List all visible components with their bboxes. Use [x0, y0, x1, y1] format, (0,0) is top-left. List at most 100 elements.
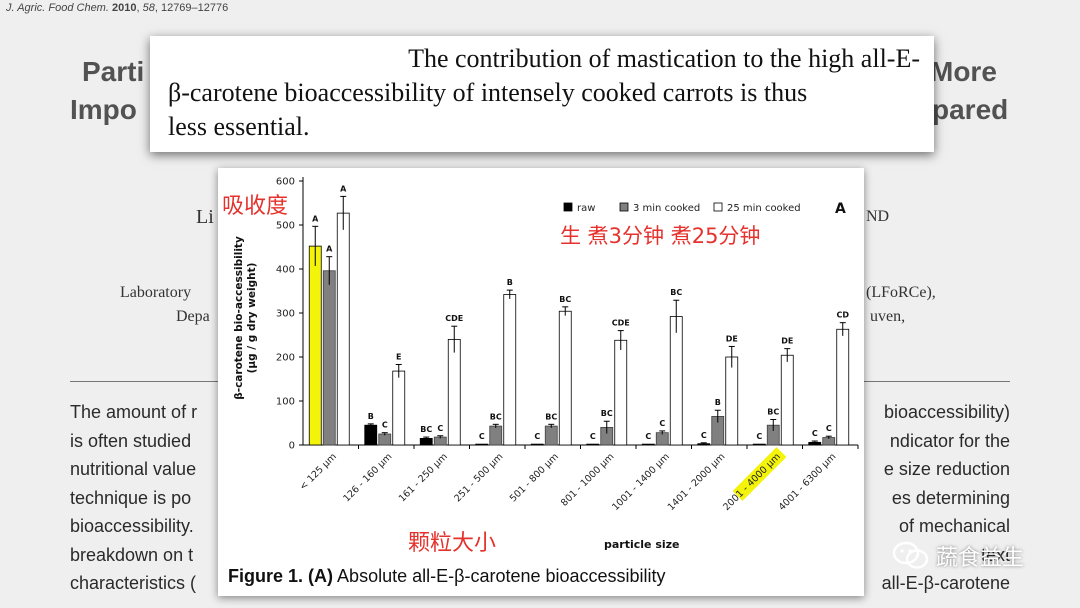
significance-letter: C	[382, 421, 388, 430]
significance-letter: CD	[836, 311, 849, 320]
x-tick-label: 501 - 800 μm	[508, 451, 561, 504]
annotation-absorption: 吸收度	[222, 194, 288, 219]
abstract-line: breakdown on t text	[70, 545, 1010, 566]
bar-25-min-cooked	[780, 354, 794, 446]
title-fragment-right-1: More	[930, 56, 997, 87]
legend-swatch	[563, 202, 573, 212]
x-tick-label: 801 - 1000 μm	[559, 451, 616, 508]
panel-label: A	[835, 201, 846, 217]
journal-year: 2010	[111, 2, 137, 14]
abstract-line-left: The amount of r	[70, 402, 198, 422]
title-fragment-left-2: Impo	[70, 94, 137, 125]
significance-letter: BC	[420, 425, 432, 434]
significance-letter: BC	[767, 407, 779, 416]
quote-line-2: β-carotene bioaccessibility of intensely…	[168, 78, 808, 107]
abstract-line: characteristics ( all-E-β-carotene	[70, 573, 1010, 594]
x-tick-label: 4001 - 6300 μm	[777, 451, 839, 513]
bar-3-min-cooked	[655, 432, 669, 446]
bar-25-min-cooked	[447, 338, 461, 446]
y-tick-label: 600	[276, 177, 295, 188]
abstract-line-right: ndicator for the	[889, 431, 1010, 451]
figure-caption: Figure 1. (A) Absolute all-E-β-carotene …	[228, 566, 666, 587]
significance-letter: A	[340, 184, 347, 193]
significance-letter: C	[534, 432, 540, 441]
significance-letter: C	[812, 429, 818, 438]
significance-letter: C	[701, 431, 707, 440]
author-fragment: Li	[196, 206, 214, 228]
abstract-line-left: technique is po	[70, 488, 192, 508]
significance-letter: BC	[545, 412, 557, 421]
bar-3-min-cooked	[378, 433, 392, 446]
significance-letter: C	[437, 424, 443, 433]
x-tick-label: 161 - 250 μm	[397, 451, 450, 504]
significance-letter: BC	[559, 295, 571, 304]
legend-label: raw	[577, 203, 595, 214]
significance-letter: C	[645, 432, 651, 441]
significance-letter: C	[826, 424, 832, 433]
bar-3-min-cooked	[489, 425, 503, 446]
bar-25-min-cooked	[392, 370, 406, 446]
abstract-line-left: is often studied	[70, 431, 192, 451]
x-axis-label: particle size	[604, 538, 680, 551]
bar-25-min-cooked	[836, 328, 850, 446]
watermark-text: 蔬食益生	[936, 546, 1025, 571]
significance-letter: C	[756, 432, 762, 441]
bar-25-min-cooked	[336, 212, 350, 446]
y-tick-label: 200	[276, 353, 295, 364]
abstract-line-left: breakdown on t	[70, 545, 194, 565]
legend-label: 25 min cooked	[727, 203, 801, 214]
annotation-legend-cn: 生 煮3分钟 煮25分钟	[560, 224, 760, 248]
x-tick-label: 251 - 500 μm	[452, 451, 505, 504]
abstract-line-right: text	[980, 545, 1010, 565]
significance-letter: C	[659, 419, 665, 428]
significance-letter: BC	[601, 409, 613, 418]
legend-swatch	[713, 202, 723, 212]
wechat-icon	[892, 541, 929, 569]
x-tick-label: 1001 - 1400 μm	[610, 451, 672, 513]
abstract-line-left: characteristics (	[70, 573, 197, 593]
title-fragment-right-2: pared	[932, 94, 1009, 125]
x-tick-label: 1401 - 2000 μm	[666, 451, 728, 513]
abstract-line: nutritional value e size reduction	[70, 459, 1010, 480]
significance-letter: DE	[726, 334, 738, 343]
legend-label: 3 min cooked	[633, 203, 700, 214]
y-tick-label: 400	[276, 265, 295, 276]
abstract-line-left: nutritional value	[70, 459, 197, 479]
abstract-line-left: bioaccessibility.	[70, 516, 194, 536]
bar-raw	[364, 424, 378, 446]
bar-3-min-cooked	[544, 425, 558, 446]
bar-25-min-cooked	[558, 310, 572, 446]
abstract-line-right: e size reduction	[883, 459, 1010, 479]
affiliation-right-2: uven,	[870, 308, 906, 325]
wechat-watermark: 蔬食益生	[892, 540, 1024, 572]
y-tick-label: 100	[276, 397, 295, 408]
bar-raw	[641, 443, 655, 446]
y-axis-label: β-carotene bio-accessibility(μg / g dry …	[233, 236, 258, 400]
significance-letter: CDE	[445, 314, 463, 323]
quote-line-3: less essential.	[168, 112, 310, 141]
significance-letter: E	[396, 352, 401, 361]
journal-volume: 58	[142, 2, 155, 14]
bar-25-min-cooked	[725, 356, 739, 446]
x-tick-label: 126 - 160 μm	[341, 451, 394, 504]
significance-letter: B	[507, 278, 513, 287]
bar-raw	[308, 245, 322, 446]
significance-letter: B	[715, 398, 721, 407]
bar-raw	[586, 443, 600, 446]
quote-line-1: The contribution of mastication to the h…	[408, 44, 920, 73]
bar-raw	[475, 443, 489, 446]
y-tick-label: 500	[276, 221, 295, 232]
bar-25-min-cooked	[669, 316, 683, 446]
abstract-line: is often studied ndicator for the	[70, 431, 1010, 452]
journal-pages: 12769–12776	[160, 2, 229, 14]
abstract-line-right: all-E-β-carotene	[881, 573, 1010, 593]
significance-letter: CDE	[612, 319, 630, 328]
abstract-line: technique is po es determining	[70, 488, 1010, 509]
significance-letter: BC	[490, 412, 502, 421]
significance-letter: BC	[670, 288, 682, 297]
highlight-marker	[732, 447, 787, 501]
significance-letter: B	[368, 412, 374, 421]
figure-label: Figure 1.	[228, 566, 304, 586]
title-fragment-left-1: Parti	[82, 56, 145, 87]
bar-3-min-cooked	[322, 270, 336, 446]
